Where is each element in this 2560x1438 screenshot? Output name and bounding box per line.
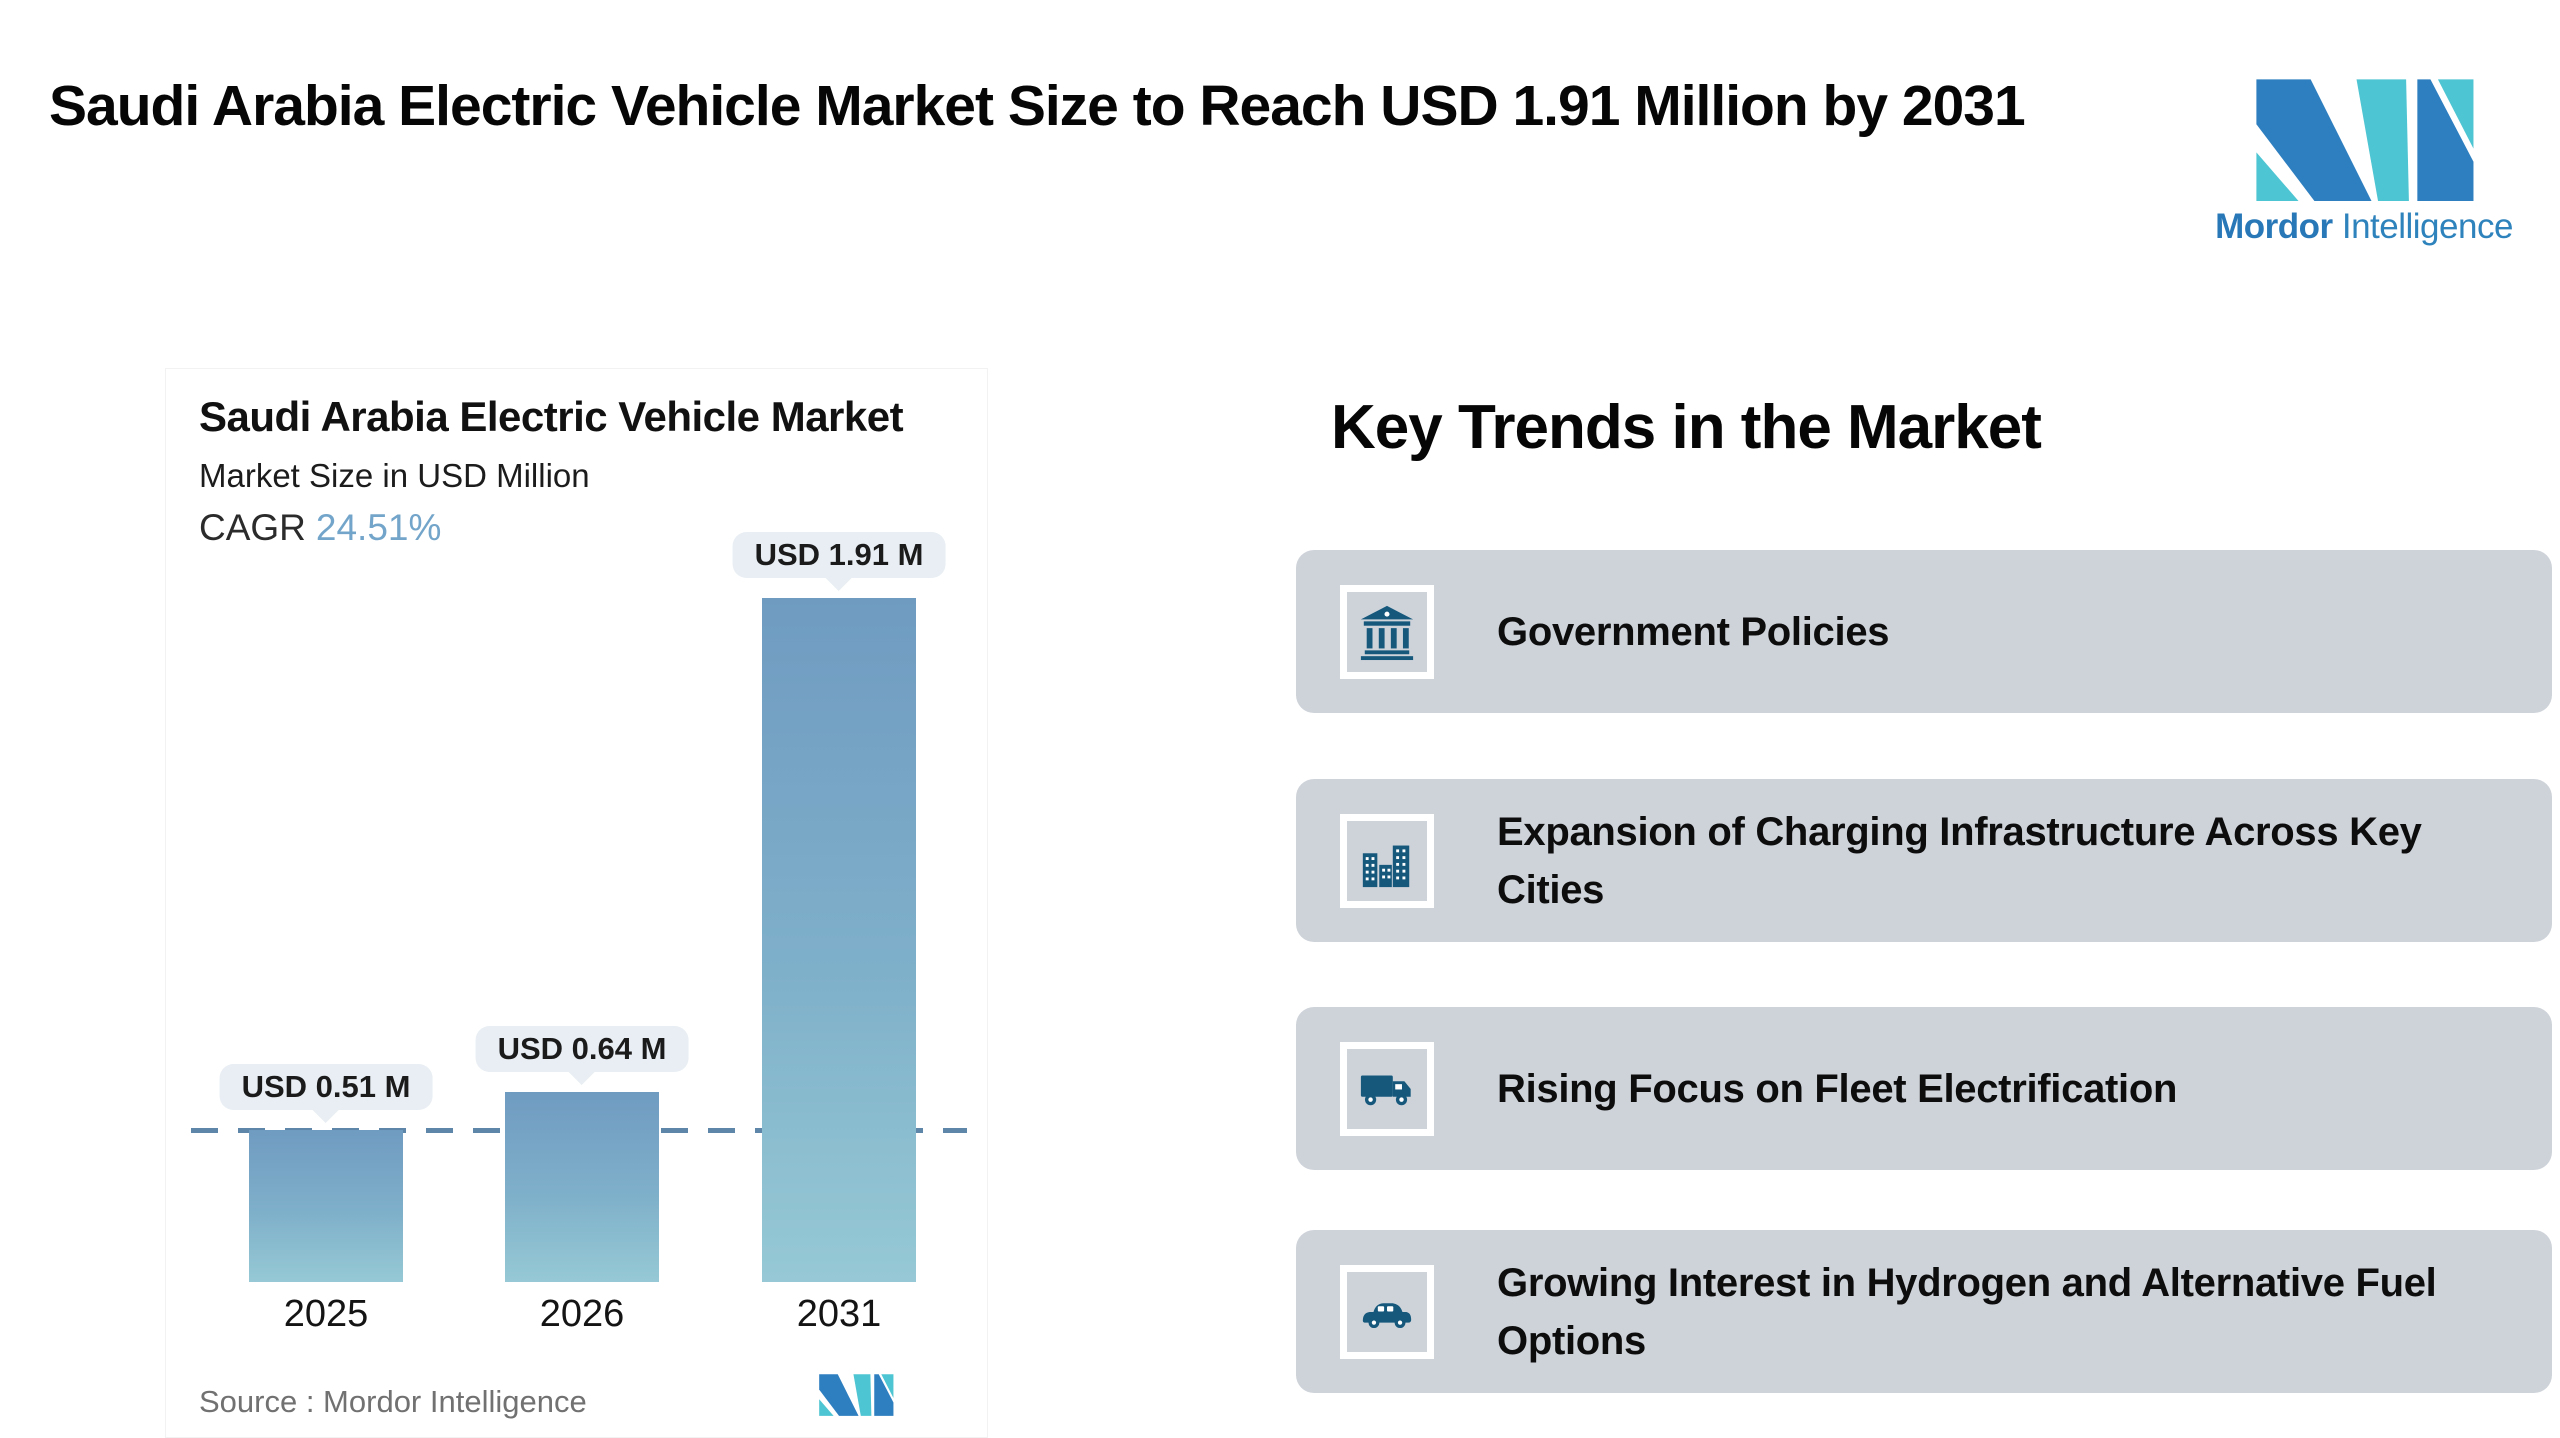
mordor-intelligence-mark-icon <box>819 1374 894 1416</box>
axis-label-2026: 2026 <box>539 1293 625 1335</box>
cagr-label: CAGR <box>199 507 306 548</box>
trend-label: Rising Focus on Fleet Electrification <box>1497 1066 2178 1111</box>
chart-subtitle: Market Size in USD Million <box>199 457 590 494</box>
trend-label: Government Policies <box>1497 609 1890 654</box>
trend-card-fleet-electrification: Rising Focus on Fleet Electrification <box>1296 1007 2552 1170</box>
car-icon <box>1362 1302 1412 1328</box>
bar-2026 <box>505 1092 659 1282</box>
bar-value-bubble: USD 1.91 M <box>732 532 946 578</box>
key-trends-heading: Key Trends in the Market <box>1331 393 2042 462</box>
truck-icon <box>1360 1074 1411 1105</box>
trend-card-charging-infrastructure: Expansion of Charging Infrastructure Acr… <box>1296 779 2552 942</box>
mordor-intelligence-logo: Mordor Intelligence <box>2204 65 2524 318</box>
source-text: Source : Mordor Intelligence <box>199 1384 587 1419</box>
trend-label: Expansion of Charging Infrastructure Acr… <box>1497 809 2422 912</box>
bar-value-bubble: USD 0.64 M <box>475 1026 689 1072</box>
axis-label-2031: 2031 <box>796 1293 882 1335</box>
trend-icon-frame <box>1340 1264 1434 1359</box>
bar-value-bubble: USD 0.51 M <box>219 1064 433 1110</box>
city-buildings-icon <box>1362 845 1410 887</box>
market-size-chart-card: Saudi Arabia Electric Vehicle Market Mar… <box>165 368 988 1438</box>
chart-cagr: CAGR 24.51% <box>199 507 441 549</box>
bar-2031 <box>762 598 916 1282</box>
mordor-intelligence-wordmark: Mordor Intelligence <box>2215 207 2513 246</box>
government-bank-icon <box>1360 605 1414 660</box>
trend-icon-frame <box>1340 584 1434 679</box>
cagr-value: 24.51% <box>315 507 442 548</box>
mordor-intelligence-mark-icon <box>2256 79 2474 201</box>
chart-title: Saudi Arabia Electric Vehicle Market <box>199 393 904 440</box>
trend-icon-frame <box>1340 813 1434 908</box>
trend-card-government-policies: Government Policies <box>1296 550 2552 713</box>
axis-label-2025: 2025 <box>283 1293 369 1335</box>
page-title: Saudi Arabia Electric Vehicle Market Siz… <box>49 74 2026 138</box>
trend-icon-frame <box>1340 1041 1434 1136</box>
trend-card-hydrogen-alternative-fuel: Growing Interest in Hydrogen and Alterna… <box>1296 1230 2552 1393</box>
bar-2025 <box>249 1130 403 1282</box>
trend-label: Growing Interest in Hydrogen and Alterna… <box>1497 1260 2437 1363</box>
